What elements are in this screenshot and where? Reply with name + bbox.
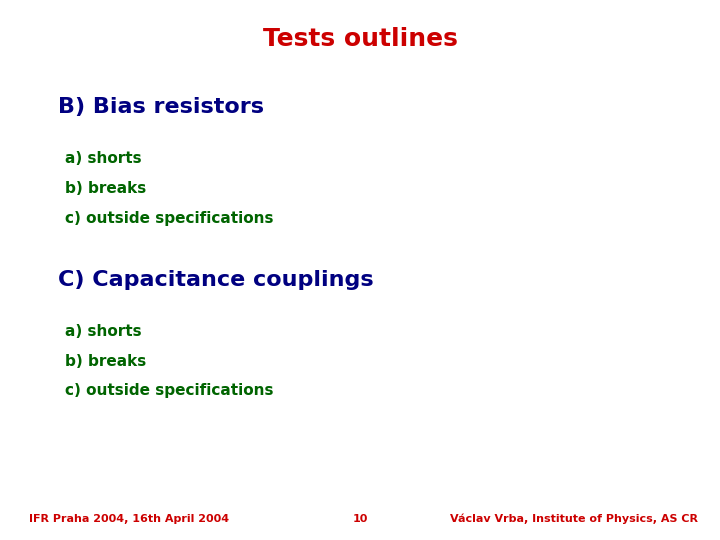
Text: b) breaks: b) breaks <box>65 354 146 369</box>
Text: b) breaks: b) breaks <box>65 181 146 196</box>
Text: Tests outlines: Tests outlines <box>263 27 457 51</box>
Text: IFR Praha 2004, 16th April 2004: IFR Praha 2004, 16th April 2004 <box>29 514 229 524</box>
Text: a) shorts: a) shorts <box>65 324 141 339</box>
Text: B) Bias resistors: B) Bias resistors <box>58 97 264 117</box>
Text: 10: 10 <box>352 514 368 524</box>
Text: Václav Vrba, Institute of Physics, AS CR: Václav Vrba, Institute of Physics, AS CR <box>451 514 698 524</box>
Text: c) outside specifications: c) outside specifications <box>65 211 274 226</box>
Text: c) outside specifications: c) outside specifications <box>65 383 274 399</box>
Text: C) Capacitance couplings: C) Capacitance couplings <box>58 270 373 290</box>
Text: a) shorts: a) shorts <box>65 151 141 166</box>
